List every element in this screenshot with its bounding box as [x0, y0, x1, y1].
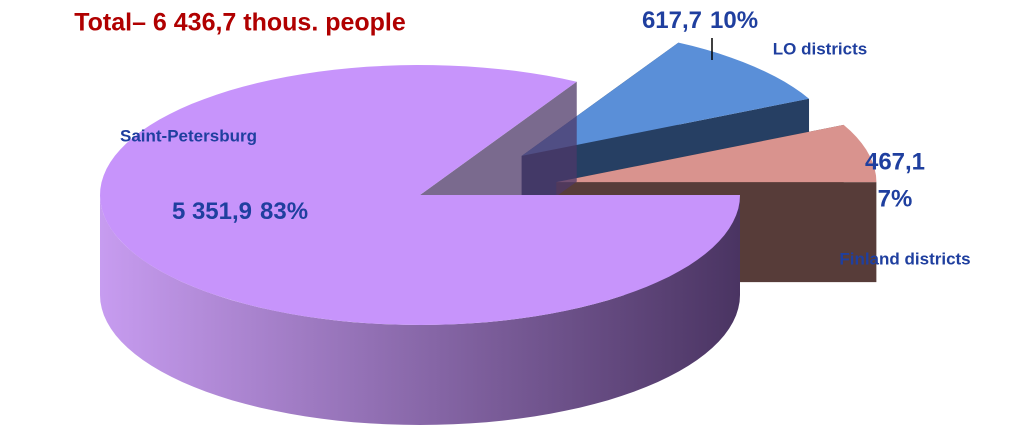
value-label: 617,7	[642, 7, 702, 34]
category-label: Finland districts	[839, 249, 970, 268]
pie	[100, 42, 877, 425]
data-label: 617,7 10%	[642, 7, 758, 34]
percent-label: 10%	[710, 7, 758, 34]
category-label: LO districts	[773, 39, 867, 58]
slice-side	[100, 195, 740, 425]
data-label: 5 351,9 83%	[172, 198, 308, 225]
slice	[556, 124, 877, 183]
value-label: 5 351,9	[172, 198, 252, 225]
chart-title: Total– 6 436,7 thous. people	[74, 9, 406, 37]
percent-label: 83%	[260, 198, 308, 225]
percent-label: 7%	[878, 185, 913, 212]
slice	[100, 65, 740, 325]
slice	[521, 42, 809, 156]
value-label: 467,1	[865, 148, 925, 175]
category-label: Saint-Petersburg	[120, 126, 257, 145]
